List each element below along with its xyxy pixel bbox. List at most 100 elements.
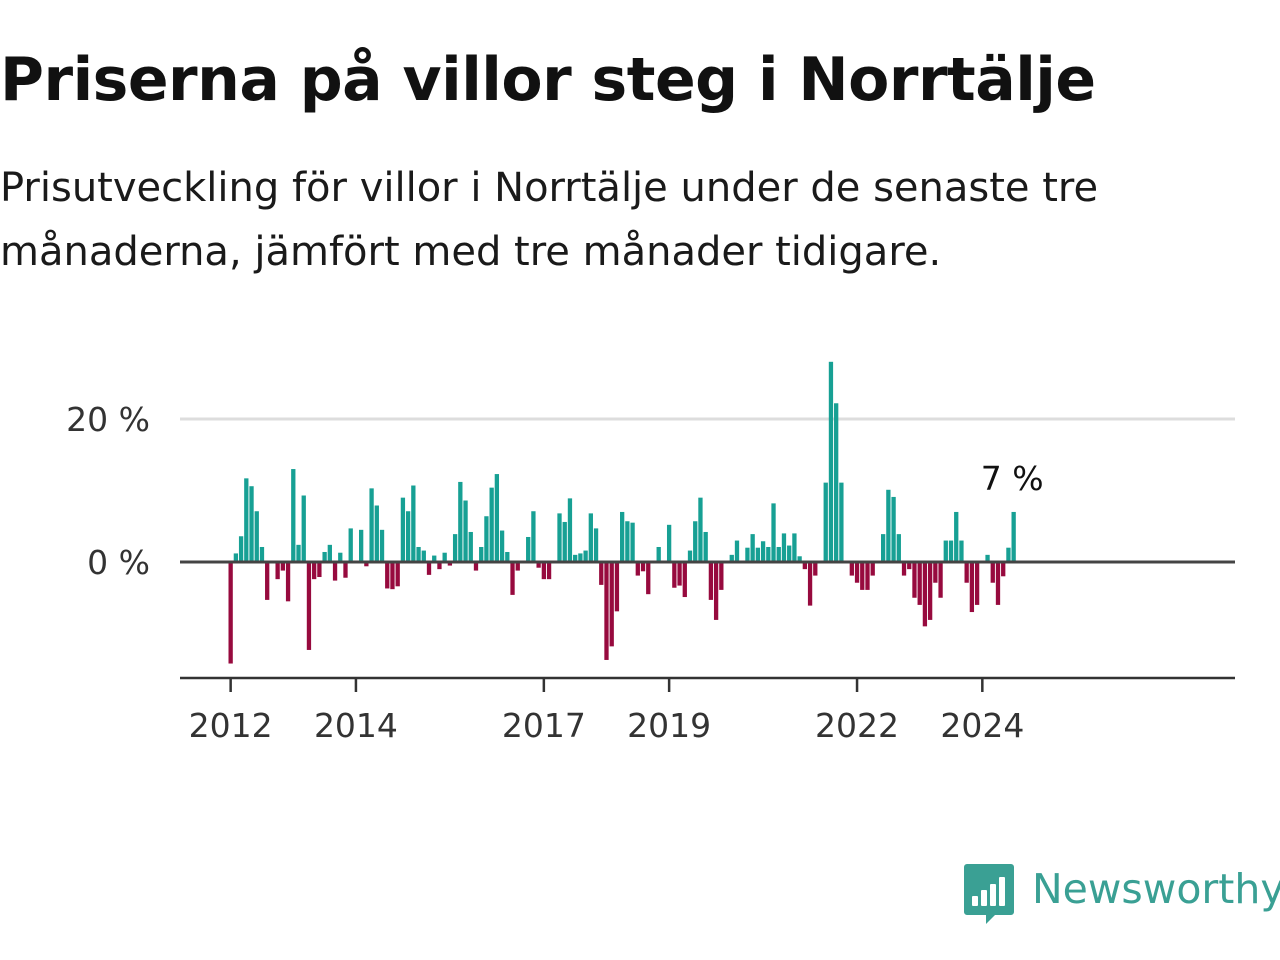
- bar: [687, 550, 693, 562]
- y-tick-label: 20 %: [66, 400, 150, 439]
- bar: [452, 534, 458, 563]
- bar: [995, 562, 1001, 605]
- bar: [907, 562, 912, 570]
- bar: [395, 562, 400, 587]
- bar: [776, 546, 781, 563]
- bar: [734, 540, 740, 562]
- bar: [479, 546, 484, 563]
- bar: [839, 482, 844, 562]
- bar: [359, 529, 364, 563]
- bar: [797, 556, 802, 562]
- bar: [447, 562, 453, 566]
- bar: [317, 562, 322, 578]
- bar: [666, 524, 672, 562]
- x-tick-label: 2024: [940, 706, 1024, 745]
- bar: [719, 562, 724, 590]
- bar: [599, 562, 604, 585]
- bar: [536, 562, 541, 568]
- bar: [291, 469, 296, 562]
- bar: [369, 488, 374, 563]
- bar: [301, 495, 306, 562]
- bar: [578, 553, 583, 562]
- bar: [802, 562, 807, 570]
- bar: [244, 478, 249, 563]
- bar: [484, 516, 489, 562]
- bar: [891, 496, 896, 562]
- chart-title: Priserna på villor steg i Norrtälje: [0, 45, 1096, 115]
- bar: [990, 562, 995, 583]
- brand-name: Newsworthy: [1032, 865, 1280, 913]
- bar: [541, 562, 546, 580]
- axes: [180, 560, 1235, 692]
- bar: [964, 562, 969, 583]
- bar: [766, 546, 771, 563]
- bar: [646, 562, 651, 595]
- bar: [338, 552, 343, 562]
- bar: [750, 534, 755, 563]
- bar: [901, 562, 907, 576]
- bar: [573, 554, 578, 562]
- bar-chart-speech-bubble-icon: [964, 864, 1014, 924]
- bar: [583, 550, 588, 562]
- bar: [948, 540, 954, 562]
- bar: [567, 498, 573, 563]
- chart-subtitle: Prisutveckling för villor i Norrtälje un…: [0, 165, 1099, 275]
- bar: [860, 562, 865, 590]
- bar: [400, 497, 406, 562]
- bar: [468, 531, 473, 562]
- x-tick-label: 2022: [815, 706, 899, 745]
- bar: [275, 562, 280, 580]
- bar: [510, 562, 515, 595]
- bar: [656, 546, 661, 563]
- bar: [238, 536, 244, 562]
- bar: [426, 562, 432, 575]
- bar: [1001, 562, 1006, 577]
- bar: [828, 361, 834, 562]
- bar: [385, 562, 390, 589]
- bar: [280, 562, 285, 571]
- bar: [604, 562, 609, 660]
- bar: [755, 547, 761, 562]
- bar: [411, 485, 416, 562]
- bar: [969, 562, 975, 613]
- bar: [974, 562, 980, 605]
- bar: [745, 547, 750, 562]
- bar: [787, 545, 792, 562]
- bar: [312, 562, 317, 580]
- bar: [379, 529, 385, 563]
- bar: [557, 513, 562, 562]
- bar: [228, 562, 233, 664]
- bar: [614, 562, 620, 612]
- bar: [405, 511, 411, 563]
- bar: [640, 562, 646, 572]
- bar: [473, 562, 479, 571]
- bar: [677, 562, 682, 586]
- bar: [526, 536, 531, 563]
- bar: [954, 511, 959, 562]
- bar: [870, 562, 875, 576]
- bar: [348, 528, 353, 562]
- bar: [792, 533, 797, 562]
- bar: [849, 562, 854, 576]
- labels: 0 % 20 % 2012 2014 2017 2019 2022 2024 7 %: [66, 400, 1043, 745]
- bar: [364, 562, 369, 567]
- bar: [865, 562, 870, 590]
- bar: [374, 505, 379, 562]
- bar: [698, 497, 703, 562]
- bar: [609, 562, 614, 647]
- bar: [562, 521, 567, 562]
- bar: [834, 403, 839, 562]
- bar: [1006, 547, 1011, 562]
- bar: [432, 555, 437, 563]
- bar: [463, 500, 468, 562]
- bar: [531, 511, 536, 563]
- bar: [881, 534, 886, 563]
- x-tick-label: 2019: [627, 706, 711, 745]
- last-value-label: 7 %: [981, 459, 1044, 498]
- bar: [390, 562, 395, 590]
- y-tick-label: 0 %: [87, 543, 150, 582]
- bar: [854, 562, 860, 583]
- bar: [1011, 511, 1016, 562]
- bar: [494, 474, 500, 563]
- bar: [546, 562, 552, 580]
